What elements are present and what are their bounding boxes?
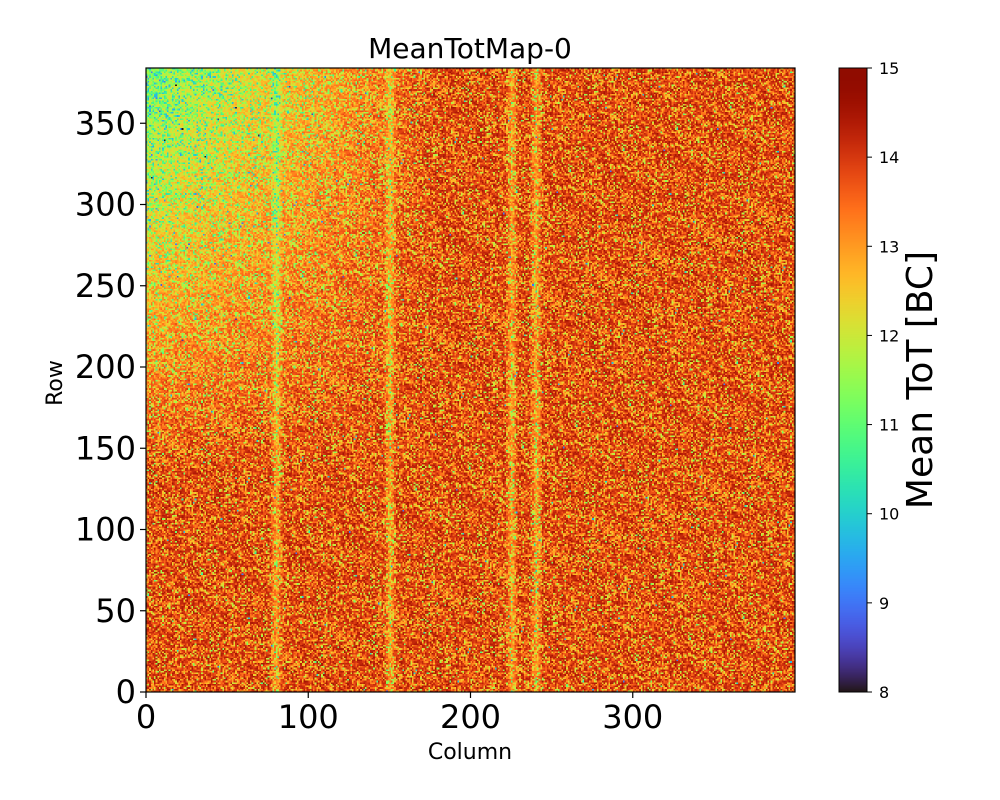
x-axis-label: Column (428, 740, 512, 765)
colorbar-frame (838, 67, 868, 693)
x-tick-label: 300 (602, 698, 663, 736)
y-axis-ticks: 0 50 100 150 200 250 300 350 (75, 104, 146, 711)
y-tick-label: 100 (75, 511, 136, 549)
plot-frame (145, 67, 796, 693)
colorbar-gradient (839, 68, 867, 692)
colorbar-tick-label: 13 (879, 237, 899, 256)
heatmap-cells (146, 68, 795, 692)
x-tick-label: 100 (278, 698, 339, 736)
colorbar-tick-label: 9 (879, 594, 889, 613)
y-axis-label: Row (43, 360, 68, 406)
chart-title: MeanTotMap-0 (368, 32, 572, 65)
y-tick-label: 0 (116, 673, 136, 711)
y-tick-label: 350 (75, 104, 136, 142)
x-tick-label: 0 (136, 698, 156, 736)
colorbar-ticks: 8 9 10 11 12 13 14 15 (867, 59, 899, 702)
colorbar-tick-label: 14 (879, 148, 899, 167)
colorbar-tick-label: 12 (879, 326, 899, 345)
colorbar-tick-label: 10 (879, 505, 899, 524)
colorbar-label: Mean ToT [BC] (900, 251, 941, 509)
y-tick-label: 300 (75, 186, 136, 224)
y-tick-label: 200 (75, 348, 136, 386)
colorbar-tick-label: 15 (879, 59, 899, 78)
x-axis-ticks: 0 100 200 300 (136, 692, 663, 736)
x-tick-label: 200 (440, 698, 501, 736)
colorbar-tick-label: 8 (879, 683, 889, 702)
colorbar-tick-label: 11 (879, 416, 899, 435)
y-tick-label: 150 (75, 429, 136, 467)
y-tick-label: 250 (75, 267, 136, 305)
y-tick-label: 50 (95, 592, 136, 630)
